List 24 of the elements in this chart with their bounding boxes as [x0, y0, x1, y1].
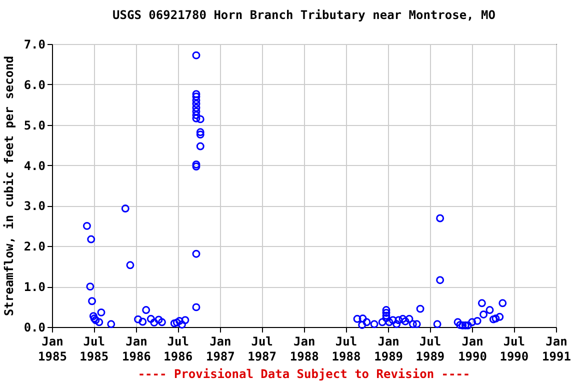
y-tick-label: 3.0 — [24, 199, 46, 214]
y-axis-title: Streamflow, in cubic feet per second — [2, 56, 16, 316]
y-tick-label: 7.0 — [24, 38, 46, 52]
y-tick-label: 6.0 — [24, 78, 46, 92]
x-tick-label: Jul 1987 — [248, 334, 277, 364]
x-tick-label: Jul 1989 — [416, 334, 445, 364]
y-tick-label: 5.0 — [24, 118, 46, 132]
y-tick-label: 4.0 — [24, 158, 46, 173]
y-tick-label: 0.0 — [24, 320, 46, 334]
y-tick-label: 2.0 — [24, 240, 46, 254]
chart-title: USGS 06921780 Horn Branch Tributary near Montrose, MO — [112, 8, 496, 22]
x-tick-label: Jan 1989 — [374, 334, 404, 364]
x-tick-label: Jul 1988 — [332, 334, 361, 364]
y-tick-label: 1.0 — [24, 280, 46, 294]
x-tick-label: Jan 1991 — [542, 334, 571, 364]
x-tick-label: Jan 1990 — [458, 334, 487, 364]
x-tick-label: Jul 1986 — [164, 334, 193, 364]
x-tick-label: Jul 1985 — [80, 334, 109, 364]
x-tick-label: Jan 1985 — [38, 334, 67, 364]
text: ---- Provisional Data Subject to Revision ---- — [138, 367, 470, 381]
x-tick-label: Jul 1990 — [500, 334, 529, 364]
x-tick-label: Jan 1987 — [206, 334, 235, 364]
x-tick-label: Jan 1988 — [290, 334, 319, 364]
x-tick-label: Jan 1986 — [122, 334, 151, 364]
